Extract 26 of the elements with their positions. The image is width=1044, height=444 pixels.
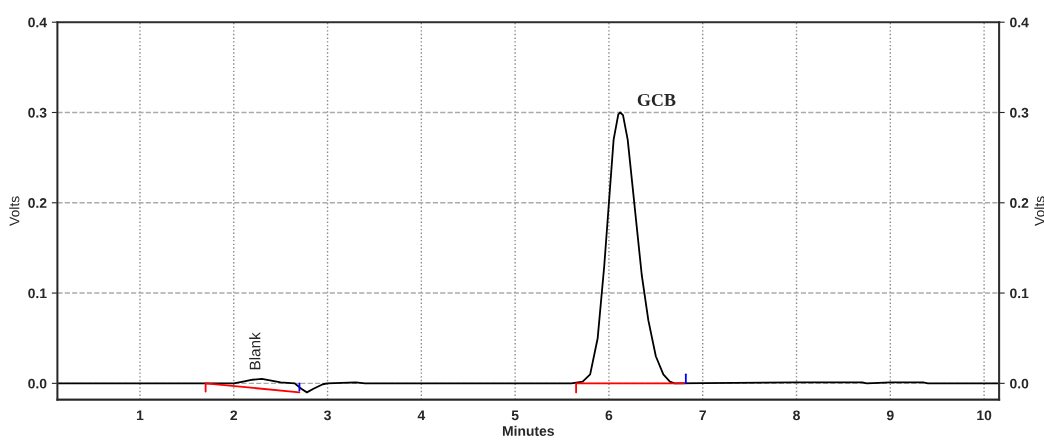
- y2-tick-label: 0.1: [1010, 288, 1029, 299]
- y-tick-label: 0.1: [28, 288, 47, 299]
- y2-tick-label: 0.4: [1010, 17, 1029, 28]
- x-axis-title: Minutes: [502, 425, 554, 436]
- y-tick-label: 0.3: [28, 107, 47, 118]
- annotation: GCB: [637, 93, 676, 107]
- x-tick-label: 6: [605, 410, 613, 421]
- y2-tick-label: 0.0: [1010, 378, 1029, 389]
- annotation: Blank: [249, 332, 261, 370]
- y2-tick-label: 0.3: [1010, 107, 1029, 118]
- line-series: [57, 111, 1000, 394]
- y-tick-label: 0.4: [28, 17, 47, 28]
- y2-axis-title: Volts: [1034, 196, 1044, 226]
- x-tick-label: 2: [230, 410, 238, 421]
- x-tick-label: 10: [977, 410, 992, 421]
- x-tick-label: 5: [511, 410, 519, 421]
- x-tick-label: 1: [136, 410, 144, 421]
- y-axis-title: Volts: [9, 196, 20, 226]
- y-tick-label: 0.0: [28, 378, 47, 389]
- y2-tick-label: 0.2: [1010, 198, 1029, 208]
- x-tick-label: 7: [699, 410, 706, 421]
- x-tick-label: 3: [324, 410, 331, 421]
- x-tick-label: 4: [417, 410, 426, 421]
- y-tick-label: 0.2: [28, 198, 47, 208]
- x-tick-label: 9: [886, 410, 894, 421]
- x-tick-label: 8: [793, 410, 800, 421]
